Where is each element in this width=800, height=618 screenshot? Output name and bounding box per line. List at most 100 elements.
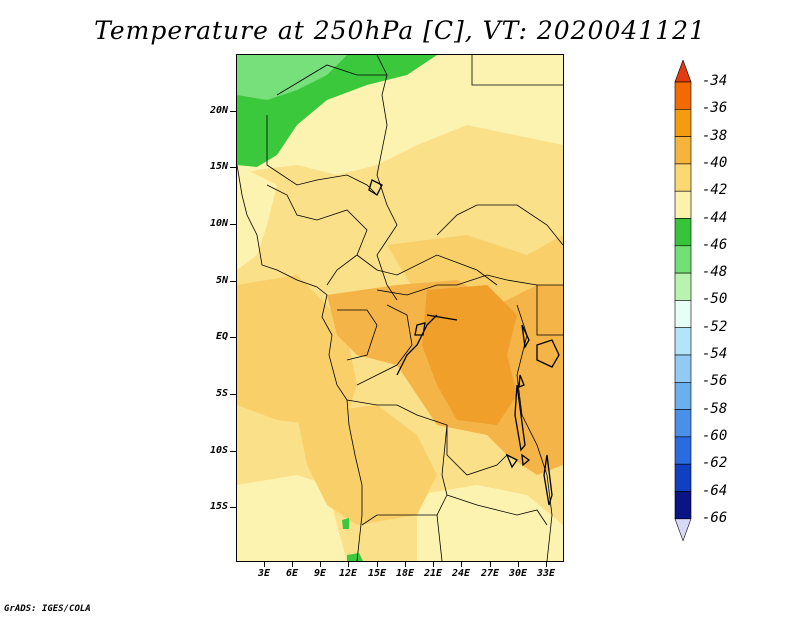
lon-tick-21E	[433, 562, 434, 567]
colorbar-swatch	[674, 190, 692, 219]
colorbar	[674, 60, 692, 542]
lon-label-21E: 21E	[423, 568, 443, 579]
lat-label-5S: 5S	[215, 388, 228, 399]
border-libya-egypt	[471, 55, 563, 86]
colorbar-swatch	[674, 463, 692, 492]
colorbar-label: -38	[702, 127, 728, 144]
field-orange-south	[297, 405, 437, 525]
field-orange-atlantic	[237, 275, 357, 425]
colorbar-label: -52	[702, 318, 728, 335]
colorbar-swatch	[674, 108, 692, 137]
lakes	[368, 179, 560, 506]
colorbar-label: -64	[702, 482, 728, 499]
lake-kivu	[518, 374, 525, 388]
lon-tick-30E	[518, 562, 519, 567]
field-southeast-light	[417, 485, 563, 561]
field-green-sw2	[347, 553, 363, 561]
lake-mai-ndombe	[414, 322, 426, 336]
colorbar-label: -56	[702, 373, 728, 390]
border-uganda-kenya	[536, 285, 563, 336]
credit-text: GrADS: IGES/COLA	[4, 604, 91, 614]
border-sudan-southsudan	[436, 204, 563, 246]
chart-title: Temperature at 250hPa [C], VT: 202004112…	[94, 16, 706, 45]
colorbar-swatch	[674, 354, 692, 383]
lat-label-15S: 15S	[209, 501, 228, 512]
colorbar-label: -66	[702, 509, 728, 526]
lon-label-18E: 18E	[395, 568, 415, 579]
lat-label-EQ: EQ	[215, 331, 228, 342]
colorbar-label: -46	[702, 236, 728, 253]
lon-label-12E: 12E	[338, 568, 358, 579]
lon-tick-3E	[264, 562, 265, 567]
country-borders	[237, 55, 563, 561]
border-gabon	[337, 309, 378, 361]
field-dark-orange-core	[422, 285, 517, 425]
lake-malawi	[543, 454, 553, 506]
field-light-green-north	[237, 55, 347, 100]
colorbar-label: -62	[702, 455, 728, 472]
border-angola-zambia	[361, 424, 448, 526]
lat-tick-EQ	[230, 337, 236, 338]
colorbar-label: -50	[702, 291, 728, 308]
border-mali-niger	[266, 115, 378, 196]
colorbar-swatch	[674, 436, 692, 465]
lon-label-30E: 30E	[508, 568, 528, 579]
lon-tick-18E	[405, 562, 406, 567]
lat-tick-15N	[230, 167, 236, 168]
lake-victoria	[536, 339, 560, 368]
border-mozambique	[546, 474, 553, 561]
colorbar-label: -48	[702, 264, 728, 281]
colorbar-swatch	[674, 245, 692, 274]
colorbar-label: -40	[702, 154, 728, 171]
lon-tick-9E	[320, 562, 321, 567]
lon-tick-6E	[292, 562, 293, 567]
lat-label-10S: 10S	[209, 445, 228, 456]
lat-tick-10S	[230, 451, 236, 452]
colorbar-swatch	[674, 272, 692, 301]
colorbar-swatch	[674, 81, 692, 110]
colorbar-top-triangle	[674, 60, 692, 83]
map-svg	[237, 55, 563, 561]
colorbar-swatch	[674, 491, 692, 520]
lon-label-33E: 33E	[536, 568, 556, 579]
border-car-drc	[376, 274, 563, 296]
lat-tick-5N	[230, 281, 236, 282]
lake-albert	[521, 324, 530, 349]
lon-tick-27E	[490, 562, 491, 567]
field-green-sw1	[342, 518, 349, 529]
border-zambia	[446, 494, 548, 526]
lat-tick-20N	[230, 111, 236, 112]
lon-label-9E: 9E	[313, 568, 327, 579]
lat-tick-10N	[230, 224, 236, 225]
lon-label-15E: 15E	[367, 568, 387, 579]
border-cameroon-car	[356, 254, 498, 286]
colorbar-label: -60	[702, 427, 728, 444]
lat-tick-15S	[230, 507, 236, 508]
lat-tick-5S	[230, 394, 236, 395]
border-chad-sudan	[376, 124, 398, 301]
colorbar-label: -36	[702, 100, 728, 117]
border-nigeria	[266, 184, 368, 286]
lon-tick-24E	[461, 562, 462, 567]
field-west-light	[237, 165, 277, 270]
coastline	[237, 164, 363, 561]
colorbar-swatch	[674, 327, 692, 356]
lake-bangweulu	[521, 453, 531, 467]
lon-label-3E: 3E	[257, 568, 271, 579]
river-ubangi	[426, 314, 458, 321]
colorbar-label: -42	[702, 182, 728, 199]
lat-label-20N: 20N	[209, 105, 228, 116]
border-congo-drc	[356, 304, 413, 386]
lon-label-27E: 27E	[480, 568, 500, 579]
colorbar-label: -34	[702, 73, 728, 89]
colorbar-swatch	[674, 218, 692, 247]
colorbar-swatch	[674, 300, 692, 328]
lat-label-15N: 15N	[209, 161, 228, 172]
lake-mweru	[505, 453, 518, 469]
border-libya-sudan	[376, 55, 388, 126]
lon-tick-15E	[377, 562, 378, 567]
colorbar-swatch	[674, 136, 692, 165]
lon-tick-12E	[348, 562, 349, 567]
map-area	[236, 54, 564, 562]
lon-tick-33E	[546, 562, 547, 567]
